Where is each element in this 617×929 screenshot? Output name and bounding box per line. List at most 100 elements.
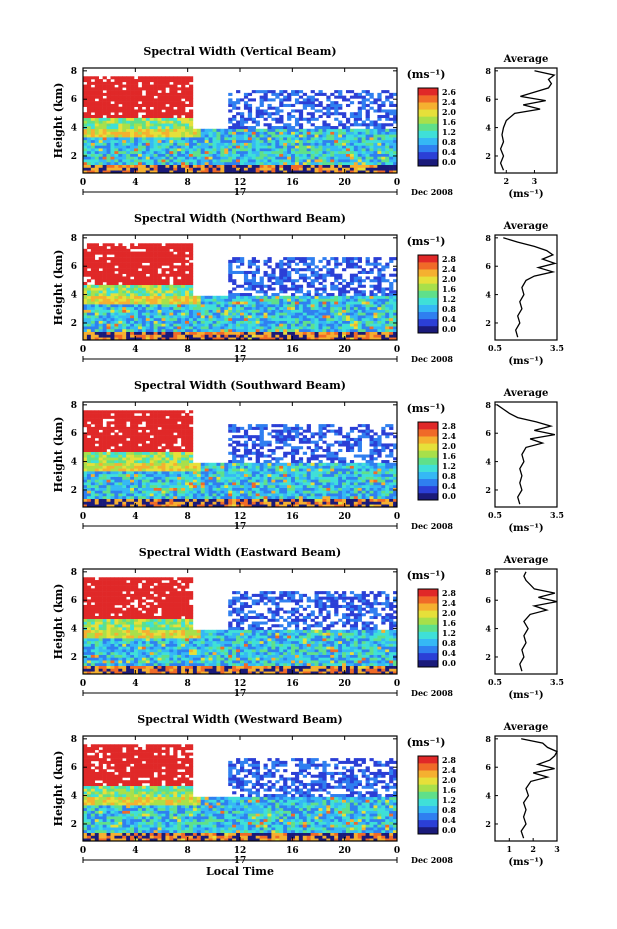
heatmap-cell <box>106 150 111 154</box>
heatmap-cell <box>118 126 123 130</box>
heatmap-cell <box>110 440 115 444</box>
heatmap-cell <box>181 142 186 146</box>
heatmap-cell <box>153 446 158 450</box>
heatmap-cell <box>157 120 162 124</box>
heatmap-cell <box>169 284 174 288</box>
heatmap-cell <box>149 287 154 291</box>
heatmap-cell <box>185 284 190 288</box>
heatmap-cell <box>141 84 147 88</box>
heatmap-cell <box>118 170 123 174</box>
heatmap-cell <box>263 301 268 305</box>
heatmap-cell <box>90 498 96 502</box>
heatmap-cell <box>247 153 253 157</box>
heatmap-cell <box>385 95 390 99</box>
heatmap-cell <box>204 304 209 308</box>
heatmap-cell <box>141 487 147 491</box>
heatmap-cell <box>334 328 339 333</box>
heatmap-cell <box>232 334 237 338</box>
heatmap-cell <box>130 259 135 263</box>
heatmap-cell <box>94 429 99 433</box>
heatmap-cell <box>149 139 154 143</box>
heatmap-cell <box>126 429 131 433</box>
heatmap-cell <box>141 290 147 294</box>
heatmap-cell <box>90 254 96 258</box>
heatmap-cell <box>236 306 241 310</box>
heatmap-cell <box>196 148 202 152</box>
heatmap-cell <box>361 331 366 335</box>
heatmap-cell <box>357 315 362 319</box>
heatmap-cell <box>196 164 202 168</box>
heatmap-cell <box>330 106 335 110</box>
heatmap-cell <box>118 435 123 439</box>
heatmap-cell <box>126 114 131 119</box>
heatmap-cell <box>330 323 335 327</box>
heatmap-cell <box>83 337 88 341</box>
heatmap-cell <box>369 312 374 316</box>
heatmap-cell <box>153 471 158 475</box>
heatmap-cell <box>220 128 225 132</box>
heatmap-cell <box>106 451 111 455</box>
heatmap-cell <box>294 134 300 138</box>
heatmap-cell <box>208 156 213 160</box>
heatmap-cell <box>373 326 378 330</box>
heatmap-cell <box>114 170 119 174</box>
heatmap-cell <box>149 150 154 154</box>
heatmap-cell <box>118 498 123 502</box>
heatmap-cell <box>294 334 300 338</box>
heatmap-cell <box>110 156 115 160</box>
heatmap-cell <box>86 457 92 461</box>
heatmap-cell <box>118 473 123 477</box>
heatmap-cell <box>294 142 300 146</box>
heatmap-cell <box>322 161 327 166</box>
heatmap-cell <box>98 112 103 116</box>
heatmap-cell <box>169 312 174 316</box>
heatmap-cell <box>114 460 119 464</box>
heatmap-cell <box>114 487 119 491</box>
heatmap-cell <box>173 126 178 130</box>
heatmap-cell <box>251 312 256 316</box>
heatmap-cell <box>98 90 103 94</box>
heatmap-cell <box>106 440 111 444</box>
heatmap-cell <box>357 279 362 283</box>
heatmap-cell <box>338 145 343 149</box>
heatmap-cell <box>177 92 182 96</box>
heatmap-cell <box>185 265 190 269</box>
heatmap-cell <box>357 164 362 168</box>
heatmap-cell <box>353 304 359 308</box>
heatmap-cell <box>110 457 115 461</box>
heatmap-cell <box>251 331 256 335</box>
heatmap-cell <box>141 465 147 469</box>
heatmap-cell <box>106 161 111 166</box>
heatmap-cell <box>110 109 115 113</box>
heatmap-cell <box>106 468 111 472</box>
heatmap-cell <box>326 309 331 313</box>
heatmap-cell <box>83 437 88 441</box>
heatmap-cell <box>130 482 135 486</box>
heatmap-cell <box>102 279 107 283</box>
heatmap-cell <box>118 254 123 258</box>
heatmap-cell <box>153 112 158 116</box>
heatmap-cell <box>255 309 260 313</box>
heatmap-cell <box>114 315 119 319</box>
heatmap-cell <box>294 317 300 321</box>
heatmap-cell <box>110 148 115 152</box>
heatmap-cell <box>393 109 398 113</box>
heatmap-cell <box>381 153 386 157</box>
heatmap-cell <box>259 156 264 160</box>
heatmap-cell <box>130 462 135 466</box>
heatmap-cell <box>236 148 241 152</box>
heatmap-cell <box>259 142 264 146</box>
heatmap-cell <box>334 304 339 308</box>
heatmap-cell <box>275 120 280 124</box>
heatmap-cell <box>377 312 382 316</box>
heatmap-cell <box>365 306 370 310</box>
heatmap-cell <box>110 159 115 163</box>
heatmap-cell <box>185 279 190 283</box>
heatmap-cell <box>83 248 88 252</box>
heatmap-cell <box>181 106 186 110</box>
heatmap-cell <box>188 337 194 341</box>
heatmap-cell <box>365 315 370 319</box>
heatmap-cell <box>279 167 284 171</box>
heatmap-cell <box>102 265 107 269</box>
heatmap-cell <box>122 126 127 130</box>
